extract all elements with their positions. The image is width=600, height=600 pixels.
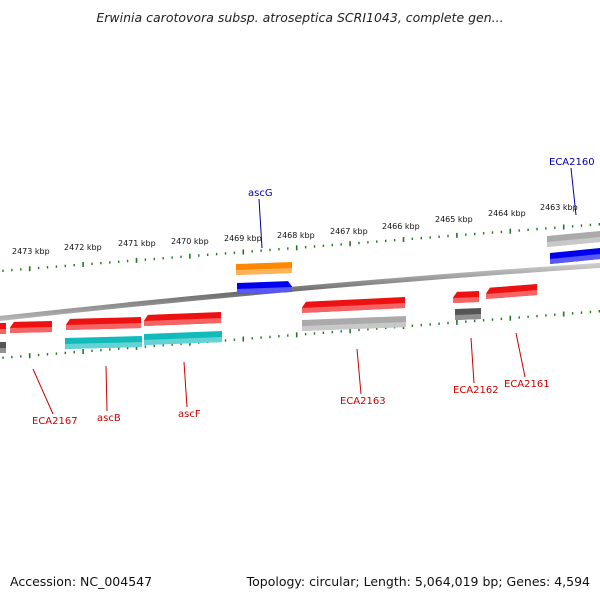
ruler-tick-label: 2464 kbp xyxy=(488,209,526,218)
feature-ascG-rna xyxy=(236,262,292,275)
leader-eca2163 xyxy=(356,348,362,395)
ruler-labels: 2473 kbp 2472 kbp 2471 kbp 2470 kbp 2469 kbp… xyxy=(12,203,578,256)
feature-ECA2167 xyxy=(10,321,52,333)
leader-eca2160 xyxy=(570,167,577,216)
leader-ascg xyxy=(258,198,263,249)
feature-ECA2162 xyxy=(453,291,479,303)
genome-summary-text: Topology: circular; Length: 5,064,019 bp… xyxy=(246,574,590,589)
feature-ECA2162-gray xyxy=(455,308,481,320)
gene-labels: ECA2160 ascG ECA2167 ascB ascF ECA2163 ECA2162… xyxy=(32,157,595,427)
gene-label-ascf[interactable]: ascF xyxy=(178,409,201,420)
feature-ECA2163-gray xyxy=(302,316,406,331)
leader-ascf xyxy=(183,361,188,408)
gene-label-ascb[interactable]: ascB xyxy=(97,413,121,424)
genome-backbone xyxy=(0,262,600,321)
feature-ascF xyxy=(144,312,221,326)
inner-tick-row xyxy=(2,310,600,359)
feature-ascG-cds xyxy=(237,281,292,294)
ruler-tick-label: 2469 kbp xyxy=(224,234,262,243)
map-title: Erwinia carotovora subsp. atroseptica SC… xyxy=(96,10,504,25)
leader-ascb xyxy=(105,365,108,412)
feature-ascB-cyan xyxy=(65,336,142,349)
feature-ascF-cyan xyxy=(144,331,222,345)
label-leaders xyxy=(32,167,577,415)
ruler-tick-label: 2463 kbp xyxy=(540,203,578,212)
accession-text: Accession: NC_004547 xyxy=(10,574,153,589)
ruler-tick-label: 2466 kbp xyxy=(382,222,420,231)
ruler-tick-label: 2465 kbp xyxy=(435,215,473,224)
feature-track xyxy=(0,231,600,353)
leader-eca2167 xyxy=(32,368,54,415)
outer-tick-row xyxy=(2,223,600,272)
gene-label-eca2162[interactable]: ECA2162 xyxy=(453,385,499,396)
ruler-tick-label: 2467 kbp xyxy=(330,227,368,236)
gene-label-ascg[interactable]: ascG xyxy=(248,188,273,199)
ruler-tick-label: 2471 kbp xyxy=(118,239,156,248)
feature-left-edge xyxy=(0,323,6,334)
feature-ascB xyxy=(66,317,141,330)
feature-ECA2160-cds xyxy=(550,248,600,264)
leader-eca2161 xyxy=(515,332,526,378)
ruler-tick-label: 2468 kbp xyxy=(277,231,315,240)
gene-label-eca2160[interactable]: ECA2160 xyxy=(549,157,595,168)
ruler-tick-label: 2470 kbp xyxy=(171,237,209,246)
gene-label-eca2167[interactable]: ECA2167 xyxy=(32,416,78,427)
ruler-tick-label: 2472 kbp xyxy=(64,243,102,252)
leader-eca2162 xyxy=(470,337,475,384)
feature-ECA2163 xyxy=(302,297,405,313)
ruler-tick-label: 2473 kbp xyxy=(12,247,50,256)
gene-label-eca2161[interactable]: ECA2161 xyxy=(504,379,550,390)
gene-label-eca2163[interactable]: ECA2163 xyxy=(340,396,386,407)
feature-ECA2160-gray xyxy=(547,231,600,247)
feature-ECA2161 xyxy=(486,284,537,299)
feature-left-edge-blue xyxy=(0,342,6,353)
